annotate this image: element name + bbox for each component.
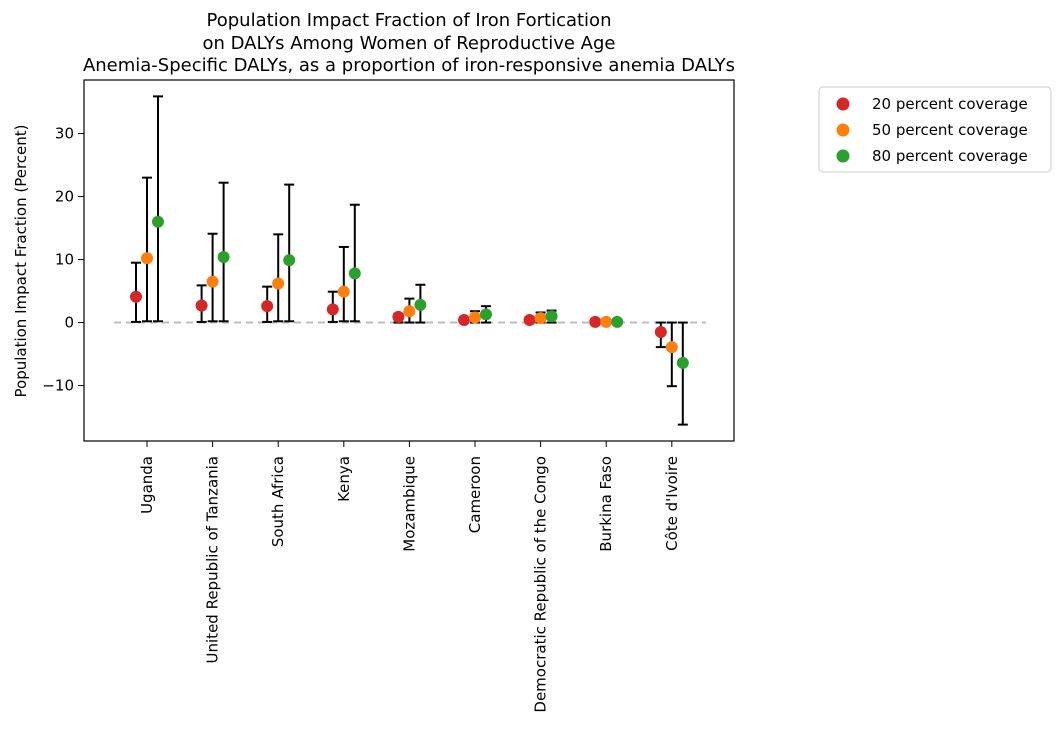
y-tick-label: 30	[55, 125, 74, 143]
data-point	[217, 251, 230, 264]
data-point	[141, 252, 153, 265]
data-point	[611, 315, 624, 328]
y-tick-label: −10	[42, 377, 74, 395]
x-tick-label: Mozambique	[400, 456, 418, 552]
legend-label: 80 percent coverage	[872, 147, 1028, 165]
data-point	[469, 311, 481, 324]
legend-marker	[836, 97, 850, 111]
legend-label: 50 percent coverage	[872, 121, 1028, 139]
data-point	[534, 312, 547, 325]
legend-label: 20 percent coverage	[872, 95, 1028, 113]
y-tick-label: 10	[55, 251, 74, 269]
data-point	[152, 215, 164, 228]
data-point	[206, 275, 219, 288]
y-tick-label: 20	[55, 188, 74, 206]
y-tick-label: 0	[64, 314, 74, 332]
error-bar	[284, 183, 295, 323]
data-point	[523, 314, 536, 327]
error-bar	[142, 176, 152, 323]
error-bar	[666, 321, 677, 388]
error-bar	[338, 245, 349, 323]
data-point	[665, 341, 678, 354]
data-point	[545, 310, 558, 323]
data-point	[326, 303, 339, 316]
data-point	[458, 314, 470, 327]
data-point	[283, 254, 296, 267]
x-tick-label: Democratic Republic of the Congo	[532, 456, 550, 713]
legend-marker	[836, 123, 850, 137]
error-bar	[153, 95, 163, 323]
plot-area: −10 0 10 20 30 Uganda United Republic of Tanza…	[42, 79, 735, 713]
data-point	[403, 305, 416, 318]
chart-title: Population Impact Fraction of Iron Forti…	[83, 10, 735, 76]
x-tick-label: Côte d'Ivoire	[663, 456, 681, 551]
x-tick-label: Uganda	[138, 456, 156, 514]
x-tick-label: Kenya	[335, 456, 353, 502]
error-bar	[677, 321, 688, 426]
legend-marker	[836, 149, 850, 163]
data-point	[261, 300, 274, 313]
data-point	[348, 267, 361, 280]
y-axis-label: Population Impact Fraction (Percent)	[12, 124, 30, 397]
data-point	[654, 326, 667, 339]
legend-box	[818, 86, 1052, 173]
data-point	[272, 277, 285, 290]
data-point	[589, 315, 602, 328]
data-point	[414, 298, 427, 311]
title-line-1: Population Impact Fraction of Iron Forti…	[207, 10, 612, 31]
x-tick-label: Burkina Faso	[597, 456, 615, 552]
data-point	[392, 310, 405, 323]
data-point	[130, 290, 142, 303]
x-tick-label: United Republic of Tanzania	[204, 456, 222, 663]
x-tick-label: South Africa	[269, 456, 287, 547]
data-point	[195, 299, 208, 312]
title-line-3: Anemia-Specific DALYs, as a proportion o…	[83, 55, 735, 76]
legend: 20 percent coverage 50 percent coverage 80…	[818, 86, 1052, 173]
data-point	[600, 315, 613, 328]
data-point	[676, 356, 689, 369]
data-point	[480, 308, 492, 321]
title-line-2: on DALYs Among Women of Reproductive Age	[203, 33, 616, 54]
data-point	[337, 285, 350, 298]
error-bar	[349, 203, 360, 323]
x-tick-label: Cameroon	[466, 456, 484, 533]
